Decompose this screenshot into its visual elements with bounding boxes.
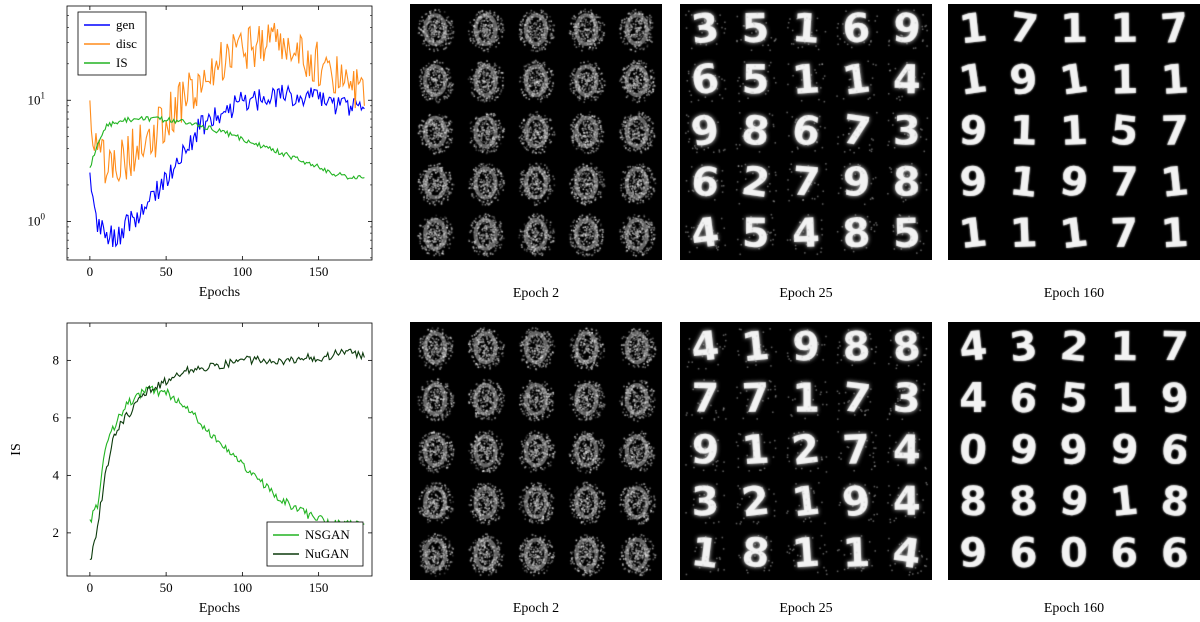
x-tick-label: 50 <box>160 264 173 279</box>
sample-grid-r1-epoch2 <box>410 4 662 260</box>
caption-r2-epoch160: Epoch 160 <box>1043 601 1105 616</box>
series-line-is <box>89 115 365 180</box>
x-tick-label: 0 <box>87 580 94 595</box>
caption-r1-epoch2: Epoch 2 <box>512 286 560 301</box>
x-tick-label: 100 <box>233 580 253 595</box>
legend-label: NuGAN <box>305 546 350 561</box>
caption-r2-epoch25: Epoch 25 <box>779 601 833 616</box>
legend-label: disc <box>116 36 137 51</box>
sample-grid-r2-epoch25 <box>680 322 932 580</box>
x-axis-label: Epochs <box>199 285 240 300</box>
x-tick-label: 100 <box>233 264 253 279</box>
sample-grid-r1-epoch160 <box>948 4 1200 260</box>
x-tick-label: 0 <box>87 264 94 279</box>
sample-grid-r1-epoch25 <box>680 4 932 260</box>
caption-r1-epoch160: Epoch 160 <box>1043 286 1105 301</box>
loss-plot-svg: 0 50 100 150 100 101 Epochs gen disc IS <box>28 5 373 300</box>
y-tick-label: 8 <box>53 352 60 367</box>
y-axis-label: IS <box>9 443 24 455</box>
x-tick-label: 150 <box>309 580 329 595</box>
legend-label: IS <box>116 55 128 70</box>
is-plot: 0 50 100 150 2 4 6 8 Epochs IS NSGAN NuGAN <box>0 312 400 622</box>
x-axis-label: Epochs <box>199 601 240 616</box>
legend-label: gen <box>116 17 135 32</box>
sample-grid-r2-epoch2 <box>410 322 662 580</box>
caption-r1-epoch25: Epoch 25 <box>779 286 833 301</box>
sample-grid-r2-epoch160 <box>948 322 1200 580</box>
y-tick-label: 100 <box>28 211 46 228</box>
axes-frame <box>66 5 373 261</box>
x-tick-label: 150 <box>309 264 329 279</box>
series-line-disc <box>89 22 365 184</box>
legend-label: NSGAN <box>305 527 350 542</box>
x-tick-label: 50 <box>160 580 173 595</box>
axes-frame <box>66 322 373 577</box>
y-tick-label: 101 <box>28 90 46 107</box>
loss-plot: 0 50 100 150 100 101 Epochs gen disc IS <box>0 0 400 310</box>
y-tick-label: 4 <box>53 467 60 482</box>
is-plot-svg: 0 50 100 150 2 4 6 8 Epochs IS NSGAN NuGAN <box>9 322 373 616</box>
legend: NSGAN NuGAN <box>266 521 364 567</box>
series-line-nugan <box>89 348 365 561</box>
series-line-gen <box>89 84 365 248</box>
caption-r2-epoch2: Epoch 2 <box>512 601 560 616</box>
y-tick-label: 6 <box>53 410 60 425</box>
legend: gen disc IS <box>77 11 147 76</box>
y-tick-label: 2 <box>53 525 60 540</box>
series-line-nsgan <box>89 385 365 530</box>
